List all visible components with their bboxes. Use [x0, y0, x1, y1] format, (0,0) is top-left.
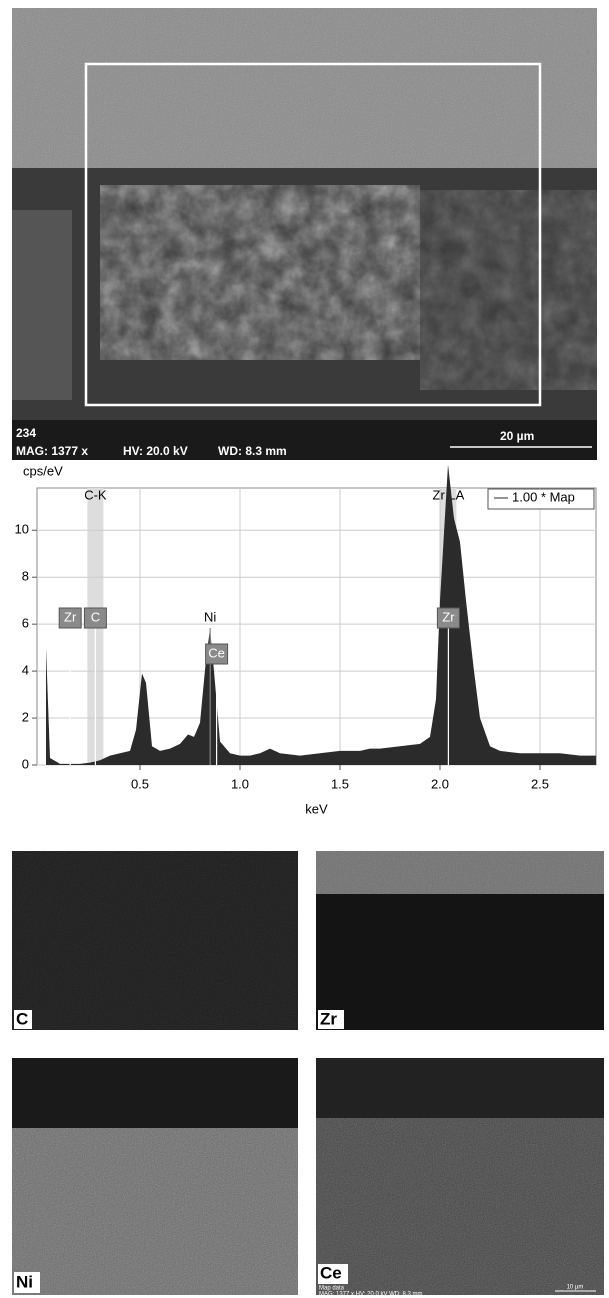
marker-label: Ce	[208, 645, 225, 660]
y-tick-label: 4	[22, 663, 29, 678]
marker-box	[83, 607, 107, 629]
marker-box	[436, 607, 460, 629]
map-scale: 10 µm	[567, 1285, 584, 1291]
map-label: C	[16, 1009, 28, 1028]
spectrum-area	[46, 464, 596, 765]
y-tick-label: 6	[22, 616, 29, 631]
map-label: Ni	[16, 1272, 33, 1291]
x-axis-label: keV	[305, 801, 328, 816]
element-maps: C Zr Ni Ce Map data MAG: 1377 x HV: 20.0…	[12, 851, 604, 1298]
marker-box	[58, 607, 82, 629]
marker-label: Ni	[204, 609, 216, 624]
y-tick-label: 8	[22, 569, 29, 584]
marker-box	[205, 643, 229, 665]
legend-label: 1.00 * Map	[512, 489, 575, 504]
marker-label: Zr	[442, 609, 455, 624]
marker-label: Zr	[64, 609, 77, 624]
marker-label: C	[91, 609, 100, 624]
band-label: C-K	[84, 487, 107, 502]
y-axis-label: cps/eV	[23, 463, 63, 478]
sem-scale: 20 µm	[500, 429, 534, 443]
sem-image: 234 MAG: 1377 x HV: 20.0 kV WD: 8.3 mm 2…	[12, 8, 597, 460]
x-tick-label: 1.0	[231, 776, 249, 791]
legend-box	[487, 488, 595, 510]
y-tick-label: 2	[22, 709, 29, 724]
map-label: Zr	[320, 1009, 337, 1028]
map-label: Ce	[320, 1263, 342, 1282]
plot-area	[36, 487, 597, 766]
x-tick-label: 2.0	[431, 776, 449, 791]
x-tick-label: 1.5	[331, 776, 349, 791]
sem-hv: HV: 20.0 kV	[123, 444, 188, 458]
x-tick-label: 2.5	[531, 776, 549, 791]
y-tick-label: 10	[15, 522, 29, 537]
x-tick-label: 0.5	[131, 776, 149, 791]
sem-id: 234	[16, 426, 36, 440]
sem-mag: MAG: 1377 x	[16, 444, 88, 458]
y-tick-label: 0	[22, 756, 29, 771]
map-info: MAG: 1377 x HV: 20.0 kV WD: 8.3 mm	[319, 1292, 422, 1298]
spectrum-chart: C-KZr LA02468100.51.01.52.02.5cps/eVZrCN…	[15, 463, 597, 791]
sem-wd: WD: 8.3 mm	[218, 444, 287, 458]
map-caption: Map data	[319, 1286, 345, 1292]
